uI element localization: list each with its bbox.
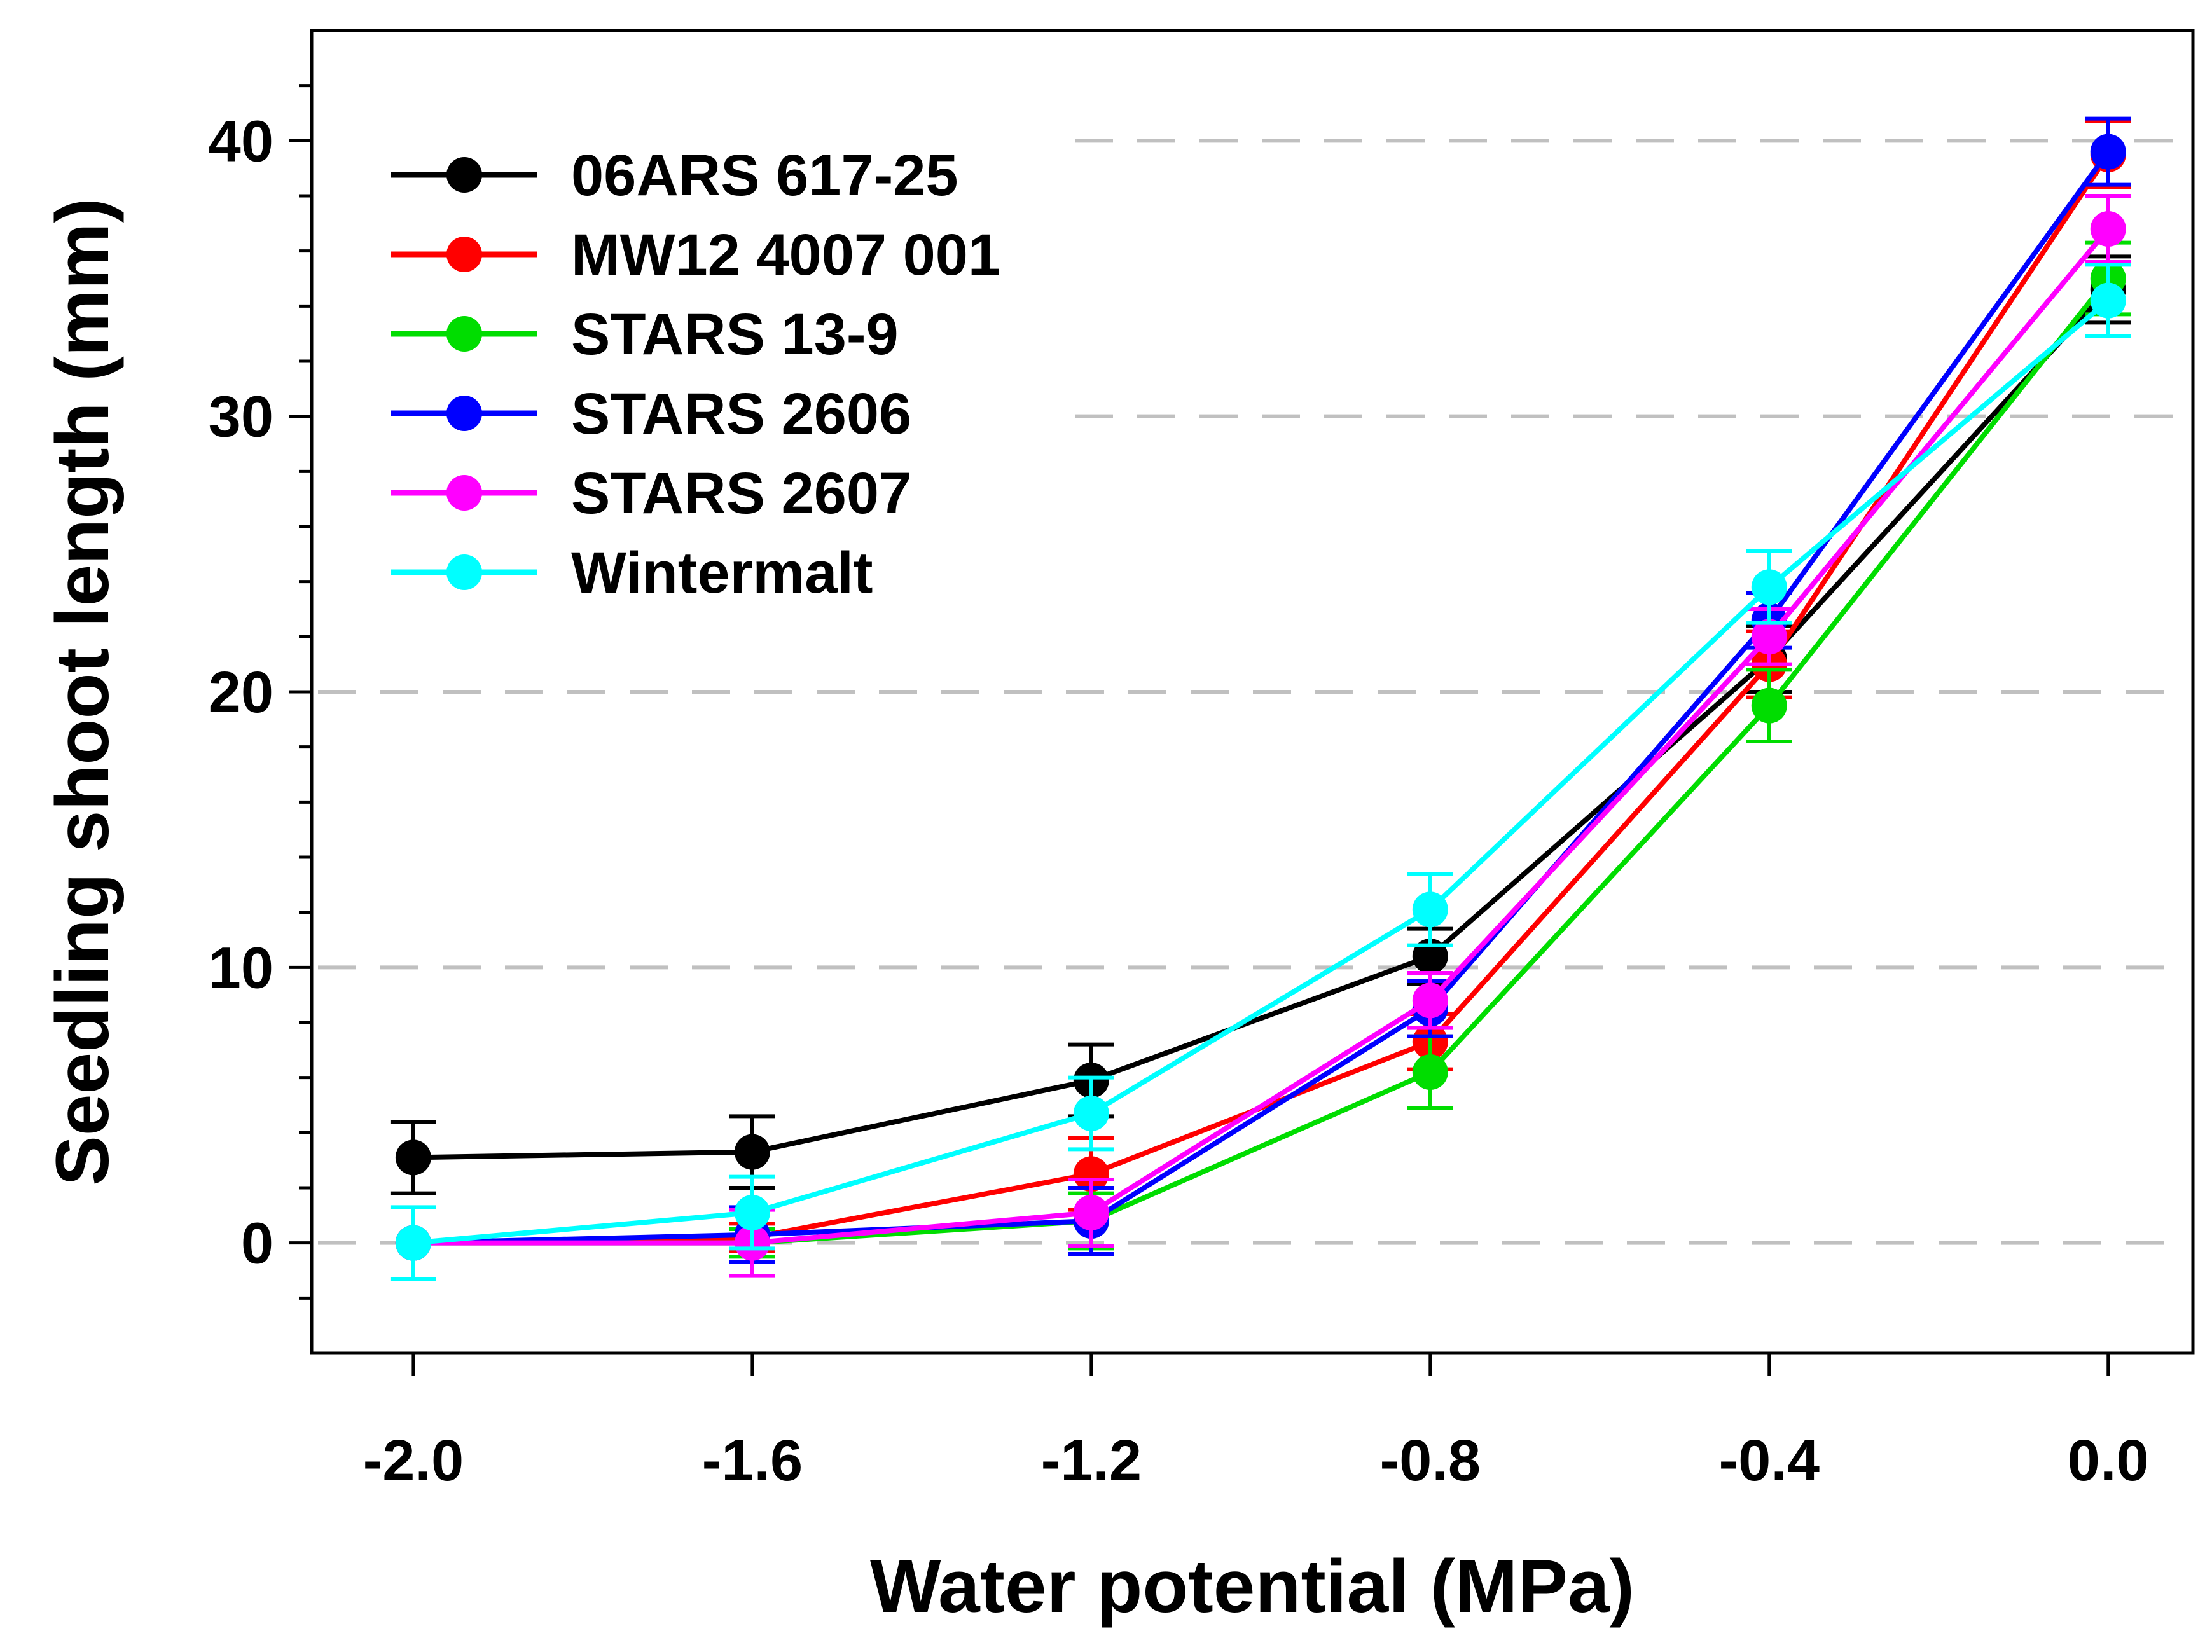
legend-marker	[446, 554, 482, 590]
x-axis-title: Water potential (MPa)	[870, 1545, 1635, 1628]
legend-item: MW12 4007 001	[391, 223, 1000, 287]
data-point	[1751, 687, 1787, 724]
series-wintermalt	[390, 263, 2131, 1281]
data-point	[2090, 282, 2126, 319]
data-point	[734, 1134, 770, 1170]
x-tick-label: -0.4	[1719, 1428, 1820, 1493]
series-line	[413, 298, 2110, 1246]
legend-marker	[446, 316, 482, 352]
x-tick-label: -2.0	[363, 1428, 464, 1493]
data-point	[395, 1225, 431, 1261]
data-point	[395, 1139, 431, 1176]
y-tick-label: 40	[209, 109, 273, 174]
legend: 06ARS 617-25 MW12 4007 001 STARS 13-9 STARS…	[391, 143, 1000, 605]
data-point	[1751, 619, 1787, 655]
axes: 0 10 20 30 40 -2.0 -1.6 -1.2 -0.8 -0.4 0.0	[209, 84, 2149, 1493]
legend-item: STARS 2606	[391, 382, 911, 446]
y-tick-label: 0	[241, 1211, 273, 1276]
data-point	[1073, 1195, 1109, 1230]
legend-item: 06ARS 617-25	[391, 143, 958, 208]
y-tick-label: 10	[209, 935, 273, 1000]
legend-label: STARS 13-9	[571, 302, 899, 367]
series-group	[390, 116, 2131, 1281]
legend-item: STARS 2607	[391, 461, 911, 526]
y-axis-title: Seedling shoot length (mm)	[41, 198, 125, 1186]
data-point	[1073, 1096, 1109, 1131]
legend-marker	[446, 237, 482, 272]
series-line	[413, 227, 2110, 1246]
data-point	[2090, 134, 2126, 170]
data-point	[1412, 982, 1448, 1019]
data-point	[1412, 939, 1448, 974]
legend-label: STARS 2607	[571, 461, 911, 526]
data-point	[1751, 569, 1787, 605]
y-tick-label: 20	[209, 660, 273, 725]
legend-label: STARS 2606	[571, 382, 911, 446]
x-tick-label: -1.2	[1041, 1428, 1142, 1493]
legend-item: STARS 13-9	[391, 302, 899, 367]
legend-marker	[446, 396, 482, 431]
data-point	[1412, 891, 1448, 928]
data-point	[1412, 1054, 1448, 1090]
series-line	[413, 287, 2110, 1160]
legend-label: 06ARS 617-25	[571, 143, 958, 208]
data-point	[2090, 211, 2126, 247]
legend-label: Wintermalt	[571, 540, 873, 605]
data-point	[1073, 1156, 1109, 1192]
x-tick-label: -0.8	[1380, 1428, 1481, 1493]
legend-marker	[446, 157, 482, 193]
data-point	[734, 1195, 770, 1230]
legend-label: MW12 4007 001	[571, 223, 1000, 287]
legend-item: Wintermalt	[391, 540, 873, 605]
legend-marker	[446, 475, 482, 511]
x-tick-label: 0.0	[2068, 1428, 2149, 1493]
x-tick-label: -1.6	[702, 1428, 803, 1493]
y-tick-label: 30	[209, 385, 273, 450]
